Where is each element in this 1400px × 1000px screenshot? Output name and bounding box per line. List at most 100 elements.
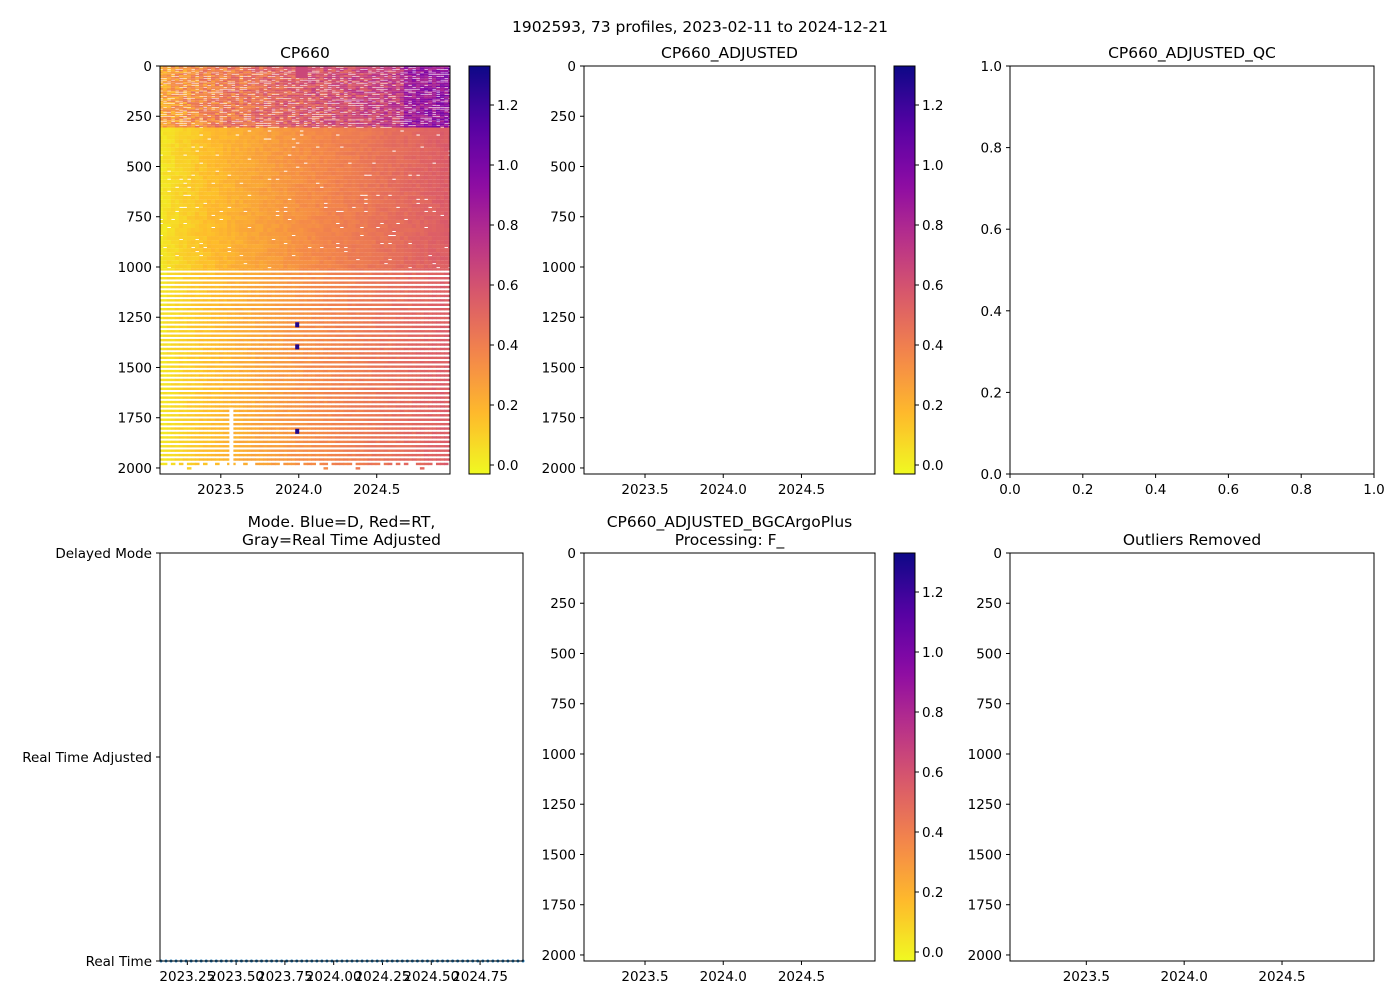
cp660-cell <box>279 264 284 269</box>
cp660-cell <box>219 67 224 70</box>
cp660-cell <box>211 183 216 188</box>
cp660-cell <box>255 347 260 351</box>
cp660-cell <box>267 80 272 82</box>
cp660-cell <box>194 325 200 329</box>
cp660-cell <box>211 89 216 92</box>
cp660-cell <box>178 147 184 152</box>
cp660-cell <box>227 73 232 76</box>
cp660-cell <box>263 294 268 298</box>
cp660-cell <box>194 131 200 136</box>
cp660-cell <box>323 94 329 97</box>
cp660-cell <box>194 67 200 70</box>
cp660-cell <box>259 232 264 237</box>
cp660-cell <box>194 179 200 184</box>
cp660-cell <box>174 232 180 237</box>
cp660-cell <box>202 183 208 188</box>
cp660-cell <box>211 400 216 404</box>
cp660-cell <box>271 102 276 104</box>
cp660-cell <box>215 303 220 306</box>
cp660-cell <box>287 303 292 306</box>
cp660-cell <box>259 75 264 77</box>
cp660-cell <box>190 277 196 280</box>
cp660-cell <box>331 71 337 74</box>
cp660-cell <box>323 227 329 233</box>
cp660-cell <box>235 427 240 430</box>
cp660-cell <box>219 391 224 395</box>
cp660-cell <box>271 440 276 444</box>
cp660-cell <box>174 409 180 413</box>
cp660-cell <box>327 85 333 88</box>
cp660-cell <box>194 94 200 97</box>
cp660-cell <box>215 316 220 320</box>
cp660-cell <box>315 343 321 346</box>
cp660-cell <box>215 73 220 75</box>
cp660-cell <box>323 316 329 320</box>
cp660-cell <box>319 109 325 112</box>
cp660-cell <box>331 135 337 140</box>
cp660-cell <box>259 356 264 360</box>
cp660-cell <box>235 453 240 457</box>
cp660-cell <box>198 365 204 368</box>
cp660-cell <box>174 285 180 289</box>
cp660-cell <box>283 431 288 435</box>
cp660-cell <box>267 195 272 200</box>
cp660-cell <box>202 163 208 168</box>
cp660-cell <box>299 449 304 452</box>
cp660-cell <box>223 179 228 184</box>
cp660-cell <box>206 167 212 172</box>
cp660-cell <box>162 123 168 126</box>
cp660-cell <box>170 159 176 164</box>
cp660-cell <box>170 356 176 360</box>
cp660-cell <box>291 256 296 261</box>
cp660-cell <box>178 143 184 148</box>
cp660-cell <box>182 75 188 77</box>
cp660-cell <box>186 215 192 220</box>
cp660-cell <box>227 299 232 302</box>
cp660-cell <box>259 252 264 257</box>
cp660-cell <box>303 116 308 119</box>
cp660-cell <box>174 96 180 99</box>
cp660-cell <box>247 281 252 284</box>
cp660-cell <box>160 396 164 399</box>
cp660-cell <box>206 67 212 70</box>
cp660-cell <box>251 347 256 351</box>
cp660-cell <box>227 227 232 233</box>
cp660-cell <box>283 396 288 399</box>
cp660-cell <box>283 66 288 68</box>
cp660-cell <box>255 248 260 253</box>
cp660-cell <box>287 111 292 114</box>
cp660-cell <box>319 343 325 346</box>
cp660-cell <box>271 294 276 298</box>
cp660-cell <box>319 207 325 212</box>
cp660-cell <box>295 118 300 121</box>
cp660-cell <box>194 378 200 382</box>
cp660-cell <box>170 422 176 426</box>
cp660-cell <box>186 418 192 421</box>
cp660-cell <box>323 122 329 124</box>
cp660-cell <box>174 71 180 74</box>
cp660-cell <box>315 219 321 224</box>
cp660-cell <box>186 248 192 253</box>
cp660-cell <box>178 400 184 404</box>
cp660-cell <box>287 75 292 77</box>
cp660-cell <box>259 391 264 395</box>
cp660-cell <box>190 347 196 351</box>
cp660-cell <box>275 183 280 188</box>
cp660-cell <box>279 449 284 452</box>
cp660-cell <box>243 378 248 382</box>
cp660-cell <box>327 102 333 104</box>
cp660-cell <box>307 114 312 117</box>
cp660-cell <box>186 330 192 333</box>
cp660-cell <box>215 96 220 98</box>
cp660-cell <box>299 316 304 320</box>
cp660-cell <box>255 232 260 237</box>
cp660-cell <box>267 248 272 253</box>
cp660-cell <box>202 127 208 132</box>
cp660-cell <box>206 76 212 79</box>
cp660-cell <box>211 125 216 128</box>
cp660-cell <box>160 453 164 457</box>
cp660-cell <box>315 100 321 103</box>
cp660-cell <box>251 343 256 346</box>
cp660-cell <box>202 179 208 184</box>
cp660-cell <box>160 82 164 85</box>
